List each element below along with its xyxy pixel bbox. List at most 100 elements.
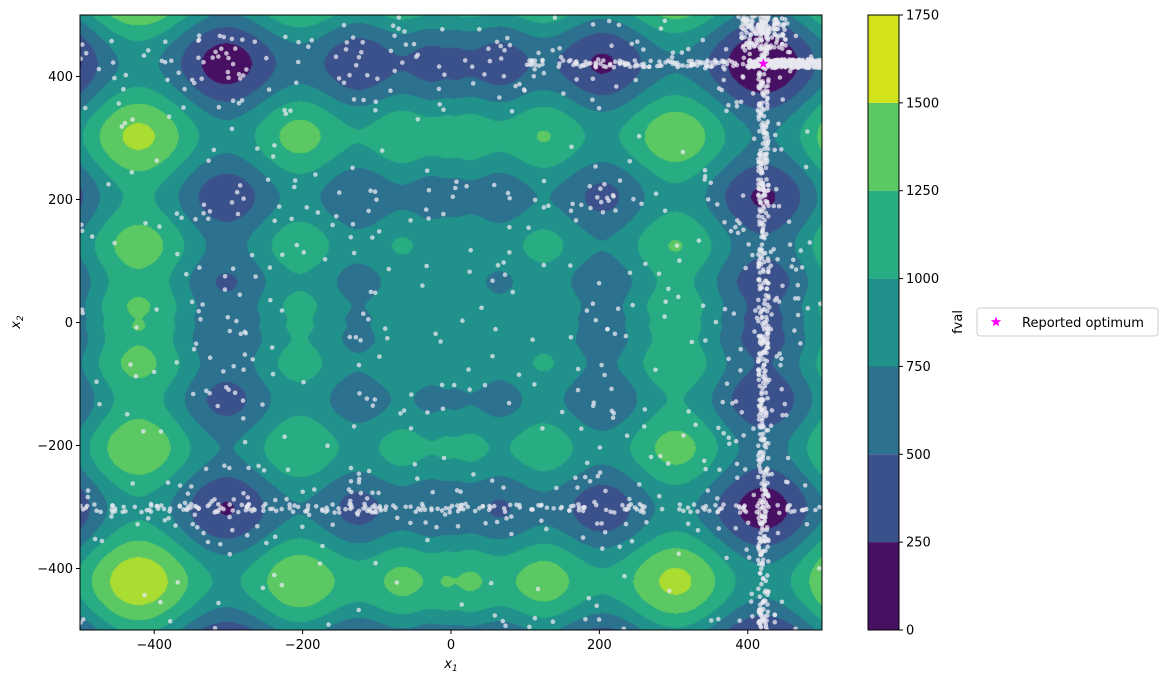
scatter-point [317, 561, 323, 566]
scatter-point [765, 134, 770, 140]
scatter-point [677, 502, 683, 507]
scatter-point [237, 76, 243, 81]
scatter-point [637, 482, 642, 487]
scatter-point [768, 423, 774, 429]
scatter-point [755, 177, 761, 182]
scatter-point [707, 508, 712, 513]
scatter-point [685, 505, 691, 511]
scatter-point [768, 26, 774, 31]
scatter-point [779, 41, 785, 47]
scatter-point [764, 331, 769, 337]
scatter-point [216, 600, 221, 606]
scatter-point [734, 104, 740, 109]
scatter-point [756, 168, 761, 174]
scatter-point [756, 372, 761, 378]
scatter-point [373, 108, 378, 113]
scatter-point [747, 51, 752, 57]
scatter-point [447, 509, 453, 515]
scatter-point [80, 507, 86, 512]
scatter-point [509, 109, 515, 114]
scatter-point [368, 289, 374, 295]
scatter-point [751, 44, 757, 49]
scatter-point [337, 510, 342, 515]
scatter-point [681, 433, 686, 438]
scatter-point [532, 67, 537, 72]
scatter-point [513, 83, 518, 89]
scatter-point [760, 504, 765, 510]
scatter-point [624, 507, 629, 513]
scatter-point [695, 509, 700, 514]
scatter-point [490, 278, 495, 284]
scatter-point [756, 213, 761, 219]
scatter-point [237, 183, 243, 188]
scatter-point [312, 487, 317, 492]
scatter-point [612, 331, 618, 337]
scatter-point [343, 47, 349, 52]
scatter-point [599, 362, 604, 368]
scatter-point [765, 455, 771, 461]
scatter-point [780, 97, 785, 102]
scatter-point [165, 77, 170, 83]
scatter-point [805, 129, 810, 134]
scatter-point [765, 256, 771, 261]
scatter-point [722, 306, 728, 312]
scatter-point [794, 58, 799, 63]
y-tick-label: 0 [65, 316, 73, 331]
scatter-point [757, 70, 762, 75]
scatter-point [721, 64, 726, 70]
scatter-point [122, 120, 128, 126]
scatter-point [621, 626, 627, 630]
y-axis-label-subscript: 2 [16, 315, 26, 321]
scatter-point [193, 341, 199, 347]
scatter-point [696, 238, 702, 243]
scatter-point [763, 165, 769, 171]
scatter-point [755, 557, 761, 563]
scatter-point [583, 62, 589, 68]
scatter-point [757, 594, 763, 599]
scatter-point [760, 214, 765, 220]
scatter-point [273, 508, 279, 514]
scatter-point [260, 585, 266, 591]
scatter-point [766, 77, 771, 82]
colorbar-tick-label: 500 [906, 448, 931, 463]
scatter-point [737, 510, 743, 515]
scatter-point [559, 409, 565, 415]
scatter-point [760, 227, 766, 233]
scatter-point [573, 475, 578, 481]
colorbar: 0 250 500 750 1000 1250 1500 1750 fval [867, 9, 966, 639]
scatter-point [782, 401, 788, 407]
scatter-point [158, 429, 164, 434]
scatter-point [611, 64, 617, 70]
scatter-point [606, 198, 611, 203]
colorbar-ticks: 0 250 500 750 1000 1250 1500 1750 [899, 9, 939, 639]
scatter-point [388, 88, 393, 93]
scatter-point [762, 250, 768, 256]
scatter-point [487, 58, 493, 64]
scatter-point [130, 117, 135, 122]
x-tick-label: −200 [285, 638, 321, 653]
scatter-point [239, 502, 245, 508]
scatter-point [283, 34, 288, 40]
scatter-point [189, 299, 195, 305]
scatter-point [142, 592, 147, 598]
scatter-point [635, 39, 640, 44]
scatter-point [468, 247, 474, 253]
scatter-point [760, 560, 766, 566]
scatter-point [757, 351, 762, 356]
scatter-point [347, 334, 353, 340]
scatter-point [802, 483, 808, 488]
scatter-point [756, 474, 761, 480]
scatter-point [759, 29, 765, 35]
scatter-point [755, 503, 760, 509]
scatter-point [467, 269, 472, 275]
scatter-point [141, 429, 146, 434]
legend-box [976, 307, 1159, 337]
scatter-point [272, 534, 278, 540]
scatter-point [765, 302, 770, 308]
scatter-point [541, 262, 547, 268]
scatter-point [761, 478, 767, 483]
scatter-point [742, 34, 747, 40]
scatter-point [239, 98, 245, 103]
scatter-point [129, 170, 135, 175]
scatter-point [273, 497, 278, 503]
